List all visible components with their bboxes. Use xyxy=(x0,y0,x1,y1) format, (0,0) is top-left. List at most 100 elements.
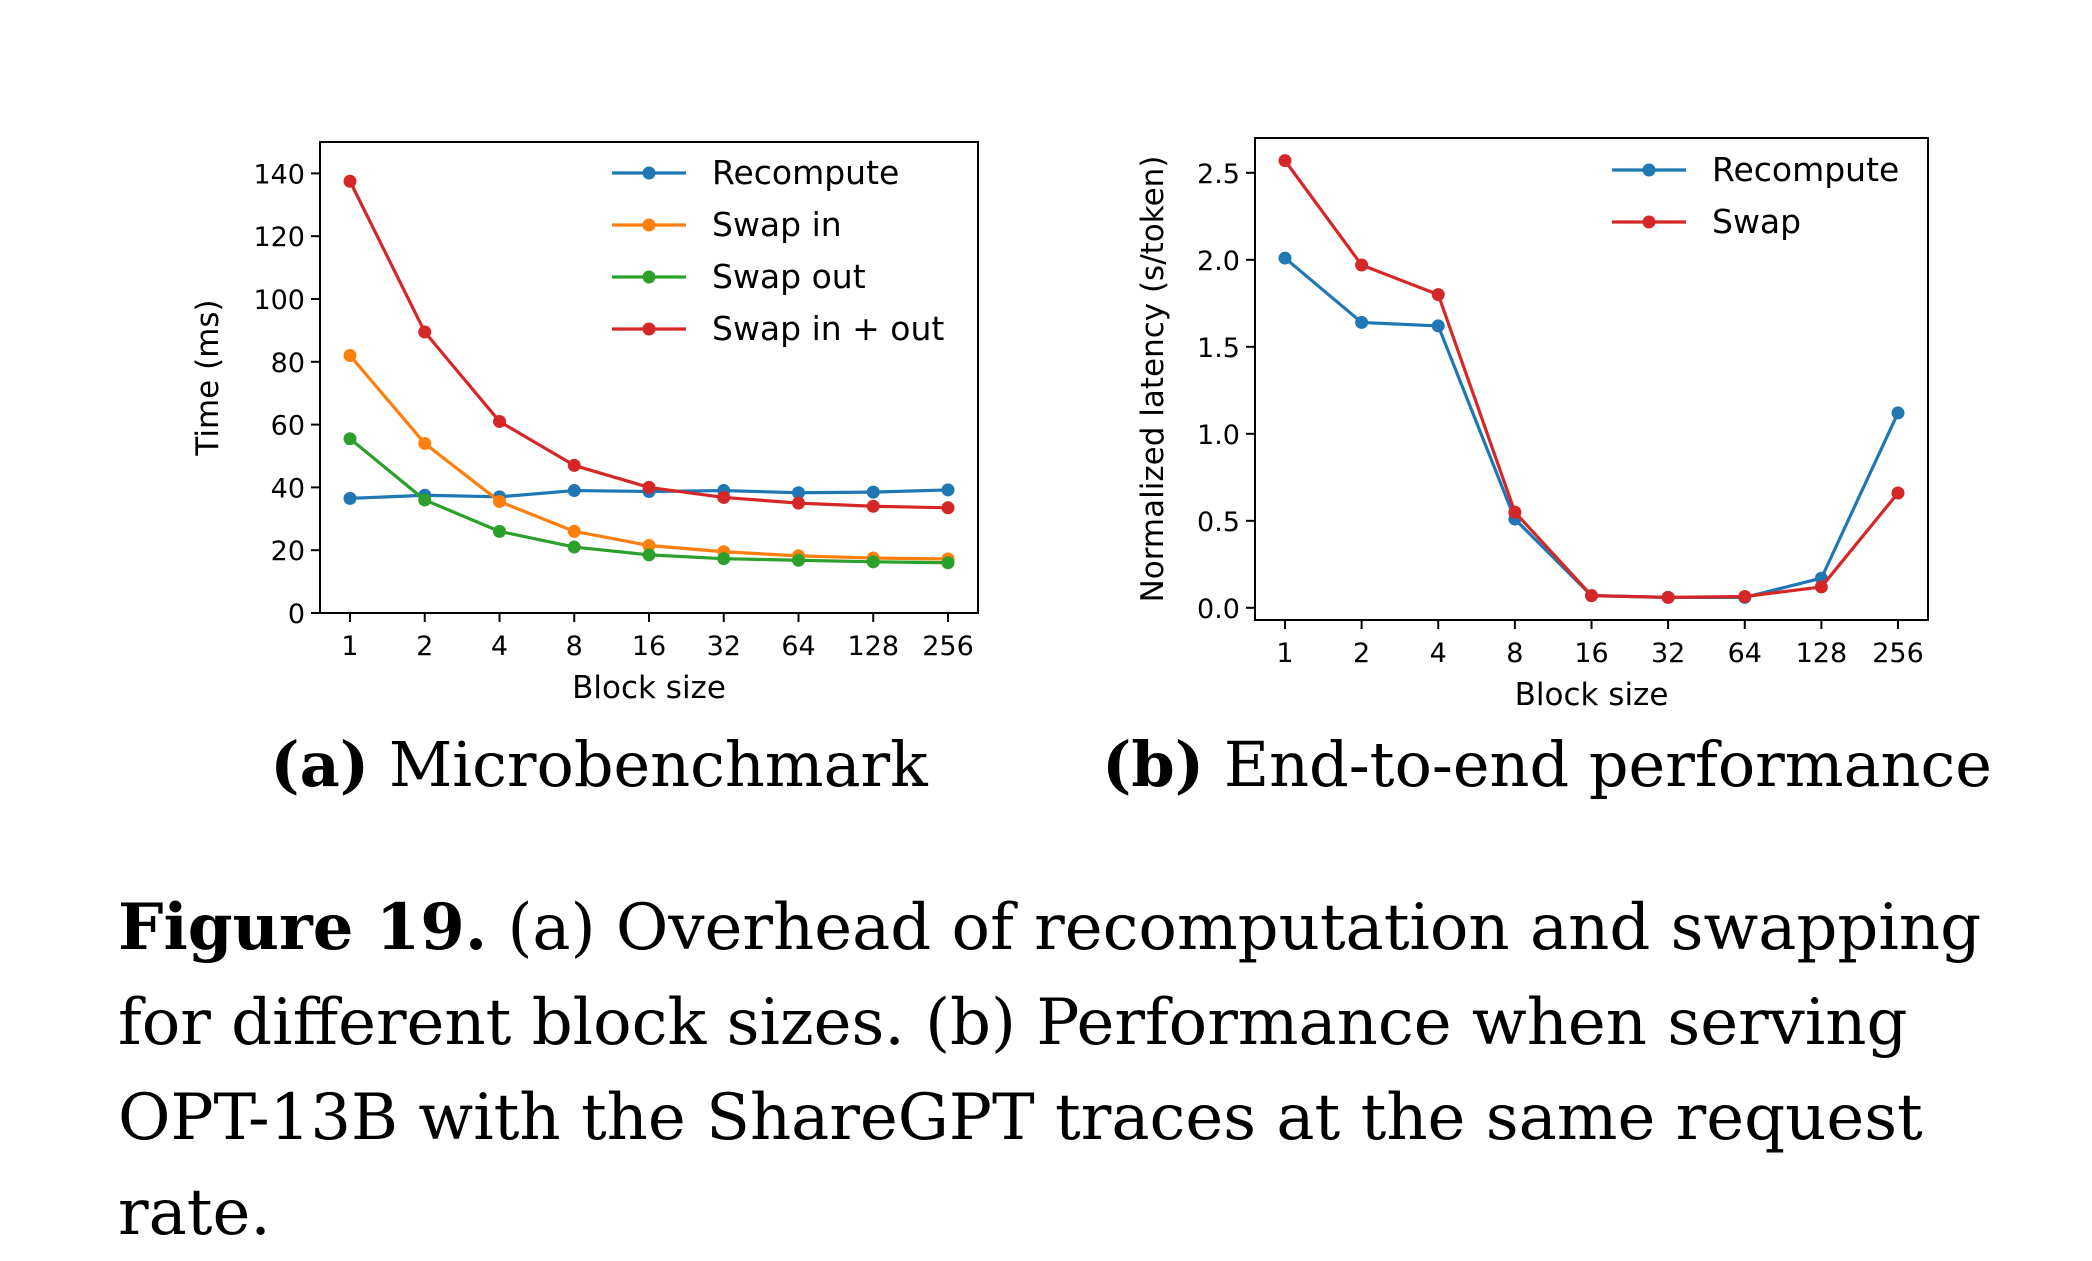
data-point xyxy=(343,491,357,505)
x-tick-label: 4 xyxy=(1430,638,1447,669)
subcaption-b-text: End-to-end performance xyxy=(1224,728,1992,801)
series-swap-out xyxy=(343,432,955,570)
series-swap-in xyxy=(343,349,955,566)
data-point xyxy=(493,495,506,509)
legend-label: Recompute xyxy=(1712,150,1899,189)
y-axis-label: Normalized latency (s/token) xyxy=(1135,156,1171,603)
y-tick-label: 0.0 xyxy=(1197,594,1240,625)
data-point xyxy=(567,458,581,472)
chart-b-end-to-end: 1 2 4 8 16 32 64 128 256 0.0 0.5 1.0 1.5 2.0 2.5 Block … xyxy=(1135,137,1929,713)
x-tick-label: 64 xyxy=(781,631,815,662)
legend-label: Swap out xyxy=(712,257,866,296)
subcaption-a: (a) Microbenchmark xyxy=(270,728,928,801)
series-line xyxy=(1283,159,1900,599)
subcaption-b-label: (b) xyxy=(1102,728,1204,801)
data-point xyxy=(1814,580,1828,594)
series-line xyxy=(348,354,949,561)
legend-label: Recompute xyxy=(712,153,899,192)
data-point xyxy=(1355,315,1369,329)
data-point xyxy=(866,499,880,513)
y-tick-label: 140 xyxy=(253,159,305,190)
x-tick-label: 2 xyxy=(416,631,433,662)
y-axis-label: Time (ms) xyxy=(190,299,226,456)
data-point xyxy=(1738,590,1752,604)
data-point xyxy=(418,436,432,450)
data-point xyxy=(642,538,656,552)
data-point xyxy=(792,486,805,500)
legend-label: Swap xyxy=(1712,202,1801,241)
y-tick-label: 120 xyxy=(253,222,305,253)
x-tick-label: 1 xyxy=(341,631,358,662)
data-point xyxy=(792,553,805,567)
y-tick-label: 1.0 xyxy=(1197,420,1240,451)
caption-label: Figure 19. xyxy=(118,890,488,965)
x-tick-label: 4 xyxy=(491,631,508,662)
data-point xyxy=(866,485,880,499)
x-tick-label: 16 xyxy=(1574,638,1608,669)
data-point xyxy=(567,524,581,538)
y-tick-label: 1.5 xyxy=(1197,333,1240,364)
plot-frame xyxy=(1254,137,1929,621)
data-point xyxy=(1355,258,1369,272)
x-tick-label: 2 xyxy=(1353,638,1370,669)
data-point xyxy=(343,174,357,188)
series-swap xyxy=(1278,154,1905,604)
figure-caption: Figure 19. (a) Overhead of recomputation… xyxy=(118,880,2058,1261)
y-tick-label: 40 xyxy=(271,473,305,504)
data-point xyxy=(343,432,357,446)
legend-marker xyxy=(642,270,656,284)
data-point xyxy=(1278,154,1292,168)
data-point xyxy=(1891,486,1905,500)
data-point xyxy=(567,540,581,554)
caption-text: (a) Overhead of recomputation and swappi… xyxy=(118,891,1982,1250)
data-point xyxy=(1431,288,1445,302)
x-axis-label: Block size xyxy=(572,670,726,706)
legend-marker xyxy=(642,322,656,336)
y-tick-label: 60 xyxy=(271,411,305,442)
data-point xyxy=(1431,319,1445,333)
y-tick-label: 2.5 xyxy=(1197,159,1240,190)
data-point xyxy=(717,490,731,504)
data-point xyxy=(493,414,506,428)
legend-label: Swap in + out xyxy=(712,309,944,348)
x-tick-label: 8 xyxy=(566,631,583,662)
data-point xyxy=(1278,251,1292,265)
legend-label: Swap in xyxy=(712,205,842,244)
data-point xyxy=(418,493,432,507)
legend-marker xyxy=(642,166,656,180)
data-point xyxy=(866,555,880,569)
data-point xyxy=(418,325,432,339)
series-swap-in-out xyxy=(343,174,955,515)
subcaption-b: (b) End-to-end performance xyxy=(1102,728,1992,801)
legend-marker xyxy=(1642,163,1656,177)
data-point xyxy=(717,552,731,566)
y-tick-label: 0.5 xyxy=(1197,507,1240,538)
y-tick-label: 100 xyxy=(253,285,305,316)
data-point xyxy=(941,501,955,515)
data-point xyxy=(1891,406,1905,420)
y-tick-label: 20 xyxy=(271,536,305,567)
x-tick-label: 32 xyxy=(707,631,741,662)
data-point xyxy=(1585,589,1598,603)
data-point xyxy=(941,483,955,497)
x-axis-label: Block size xyxy=(1515,677,1669,713)
data-point xyxy=(1508,505,1522,519)
x-tick-label: 128 xyxy=(847,631,899,662)
x-tick-label: 256 xyxy=(1872,638,1924,669)
legend-marker xyxy=(642,218,656,232)
data-point xyxy=(1661,590,1675,604)
data-point xyxy=(642,480,656,494)
data-point xyxy=(941,556,955,570)
legend-marker xyxy=(1642,215,1656,229)
x-tick-label: 8 xyxy=(1506,638,1523,669)
data-point xyxy=(567,484,581,498)
x-tick-label: 128 xyxy=(1796,638,1848,669)
x-tick-label: 32 xyxy=(1651,638,1685,669)
series-line xyxy=(1283,256,1900,599)
x-tick-label: 256 xyxy=(922,631,974,662)
x-tick-label: 16 xyxy=(632,631,666,662)
x-tick-label: 1 xyxy=(1276,638,1293,669)
data-point xyxy=(343,349,357,363)
data-point xyxy=(493,524,506,538)
